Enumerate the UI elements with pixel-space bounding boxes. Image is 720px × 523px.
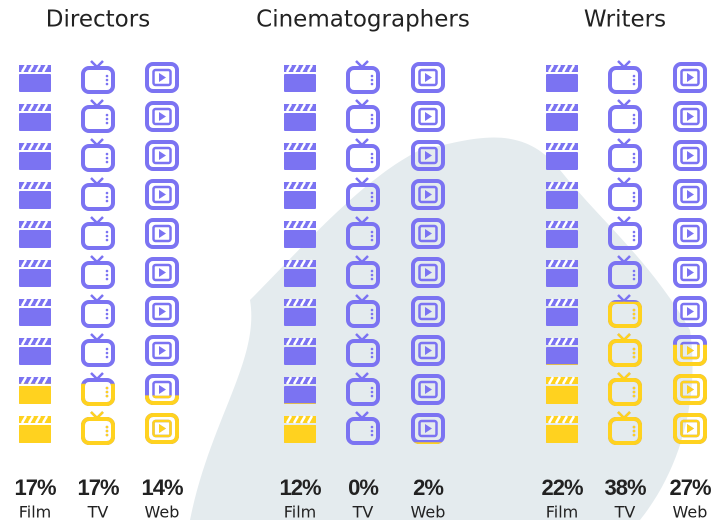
category-label: Web — [673, 503, 708, 522]
icon — [145, 335, 179, 366]
icon-column — [145, 62, 179, 444]
icon — [544, 63, 580, 94]
icon — [346, 138, 380, 172]
icon — [544, 414, 580, 445]
icon — [17, 414, 53, 445]
icon — [17, 219, 53, 250]
icon — [544, 258, 580, 289]
icon — [81, 411, 115, 445]
icon — [81, 60, 115, 94]
icon — [17, 141, 53, 172]
pictogram-fill — [81, 383, 115, 445]
icon — [346, 99, 380, 133]
icon — [544, 102, 580, 133]
icon — [411, 62, 445, 93]
icon — [81, 372, 115, 406]
icon — [17, 180, 53, 211]
icon — [346, 60, 380, 94]
icon — [608, 60, 642, 94]
value-label: 27% — [669, 475, 710, 500]
icon — [411, 101, 445, 132]
icon — [17, 102, 53, 133]
icon — [608, 138, 642, 172]
value-label: 2% — [413, 475, 443, 500]
value-label: 17% — [77, 475, 118, 500]
icon — [282, 219, 318, 250]
icon — [282, 180, 318, 211]
icon — [673, 101, 707, 132]
icon — [145, 140, 179, 171]
icon — [673, 257, 707, 288]
value-label: 38% — [604, 475, 645, 500]
icon — [544, 336, 580, 367]
icon — [282, 336, 318, 367]
value-label: 0% — [348, 475, 378, 500]
icon — [145, 296, 179, 327]
group-title: Writers — [584, 7, 666, 33]
group-title: Directors — [46, 7, 150, 33]
icon — [544, 180, 580, 211]
icon — [673, 62, 707, 93]
icon-column — [81, 60, 115, 445]
icon — [544, 219, 580, 250]
category-label: TV — [87, 503, 109, 522]
icon — [145, 218, 179, 249]
icon — [145, 413, 179, 444]
icon — [17, 63, 53, 94]
category-label: Film — [19, 503, 52, 522]
category-label: Web — [411, 503, 446, 522]
group-title: Cinematographers — [256, 7, 470, 33]
category-label: Film — [284, 503, 317, 522]
category-label: TV — [614, 503, 636, 522]
category-label: TV — [352, 503, 374, 522]
value-label: 17% — [14, 475, 55, 500]
icon — [17, 336, 53, 367]
icon — [81, 99, 115, 133]
icon — [145, 374, 179, 405]
icon — [145, 62, 179, 93]
icon — [282, 102, 318, 133]
icon — [81, 294, 115, 328]
icon — [282, 375, 318, 406]
icon — [282, 141, 318, 172]
value-label: 14% — [141, 475, 182, 500]
icon — [81, 177, 115, 211]
icon — [17, 297, 53, 328]
icon — [608, 99, 642, 133]
category-label: Film — [546, 503, 579, 522]
icon — [282, 297, 318, 328]
icon — [81, 138, 115, 172]
icon — [17, 258, 53, 289]
icon — [81, 333, 115, 367]
icon — [145, 179, 179, 210]
icon — [282, 63, 318, 94]
icon — [282, 414, 318, 445]
value-label: 12% — [279, 475, 320, 500]
icon — [81, 216, 115, 250]
category-label: Web — [145, 503, 180, 522]
icon — [608, 177, 642, 211]
icon — [544, 141, 580, 172]
icon — [673, 179, 707, 210]
icon — [145, 101, 179, 132]
icon — [673, 140, 707, 171]
pictogram-fill — [145, 395, 179, 444]
icon — [673, 218, 707, 249]
value-label: 22% — [541, 475, 582, 500]
icon — [544, 375, 580, 406]
icon — [544, 297, 580, 328]
icon — [145, 257, 179, 288]
icon — [81, 255, 115, 289]
icon — [282, 258, 318, 289]
